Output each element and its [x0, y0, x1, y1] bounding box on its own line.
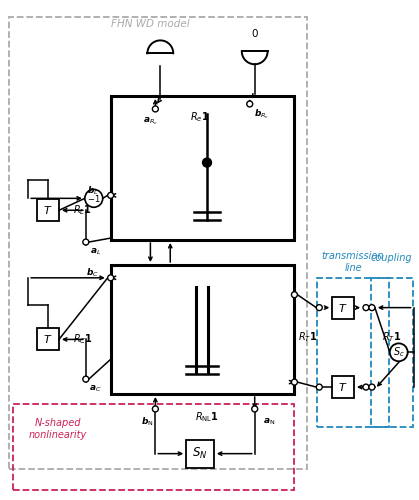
Text: $S_N$: $S_N$ [192, 446, 208, 461]
Circle shape [108, 192, 114, 198]
Text: $T$: $T$ [43, 204, 53, 216]
Circle shape [85, 190, 103, 208]
Text: FHN WD model: FHN WD model [111, 18, 190, 28]
Bar [13, 404, 295, 490]
Text: $R_\mathrm{NL}\mathbf{1}$: $R_\mathrm{NL}\mathbf{1}$ [195, 410, 219, 424]
Text: $0$: $0$ [251, 28, 259, 40]
Text: transmission
line: transmission line [322, 251, 384, 272]
Text: $\boldsymbol{a}_L$: $\boldsymbol{a}_L$ [90, 246, 101, 257]
Text: N-shaped
nonlinearity: N-shaped nonlinearity [29, 418, 87, 440]
Text: $-1$: $-1$ [87, 193, 101, 204]
Circle shape [108, 275, 114, 281]
Text: $\boldsymbol{b}_L$: $\boldsymbol{b}_L$ [87, 184, 98, 196]
Bar [332, 376, 354, 398]
Text: $T$: $T$ [339, 302, 348, 314]
Text: $R_T\mathbf{1}$: $R_T\mathbf{1}$ [297, 330, 317, 344]
Text: $R_T\mathbf{1}$: $R_T\mathbf{1}$ [382, 330, 401, 344]
Text: $R_L\mathbf{1}$: $R_L\mathbf{1}$ [73, 204, 92, 217]
Bar [317, 278, 389, 427]
Circle shape [153, 106, 158, 112]
Circle shape [247, 101, 253, 107]
Circle shape [363, 304, 369, 310]
Text: coupling: coupling [371, 253, 413, 263]
Circle shape [316, 384, 322, 390]
Circle shape [292, 379, 297, 385]
Text: $\boldsymbol{b}_C$: $\boldsymbol{b}_C$ [86, 266, 99, 279]
Bar [186, 440, 214, 468]
Circle shape [390, 344, 408, 361]
Bar [37, 328, 59, 350]
Bar [332, 296, 354, 318]
Text: $S_c$: $S_c$ [393, 346, 405, 359]
Circle shape [369, 384, 375, 390]
Text: $R_e\mathbf{1}$: $R_e\mathbf{1}$ [190, 110, 210, 124]
Text: $\boldsymbol{a}_C$: $\boldsymbol{a}_C$ [90, 384, 102, 394]
Circle shape [83, 239, 89, 245]
Circle shape [292, 292, 297, 298]
Text: $\boldsymbol{b}_\mathrm{N}$: $\boldsymbol{b}_\mathrm{N}$ [141, 416, 154, 428]
Text: $\boldsymbol{a}_{R_c}$: $\boldsymbol{a}_{R_c}$ [143, 115, 158, 126]
Circle shape [83, 376, 89, 382]
Circle shape [369, 304, 375, 310]
Bar [111, 265, 295, 394]
Bar [9, 16, 308, 468]
Circle shape [252, 406, 258, 412]
Circle shape [316, 304, 322, 310]
Circle shape [153, 406, 158, 412]
Text: $\boldsymbol{a}_\mathrm{N}$: $\boldsymbol{a}_\mathrm{N}$ [264, 416, 276, 427]
Text: $T$: $T$ [339, 381, 348, 393]
Text: $R_C\mathbf{1}$: $R_C\mathbf{1}$ [73, 332, 93, 346]
Bar [371, 278, 413, 427]
Text: $\boldsymbol{b}_{R_c}$: $\boldsymbol{b}_{R_c}$ [254, 107, 269, 120]
Circle shape [202, 158, 212, 167]
Text: $T$: $T$ [43, 334, 53, 345]
Bar [37, 200, 59, 221]
Bar [111, 96, 295, 240]
Circle shape [363, 384, 369, 390]
